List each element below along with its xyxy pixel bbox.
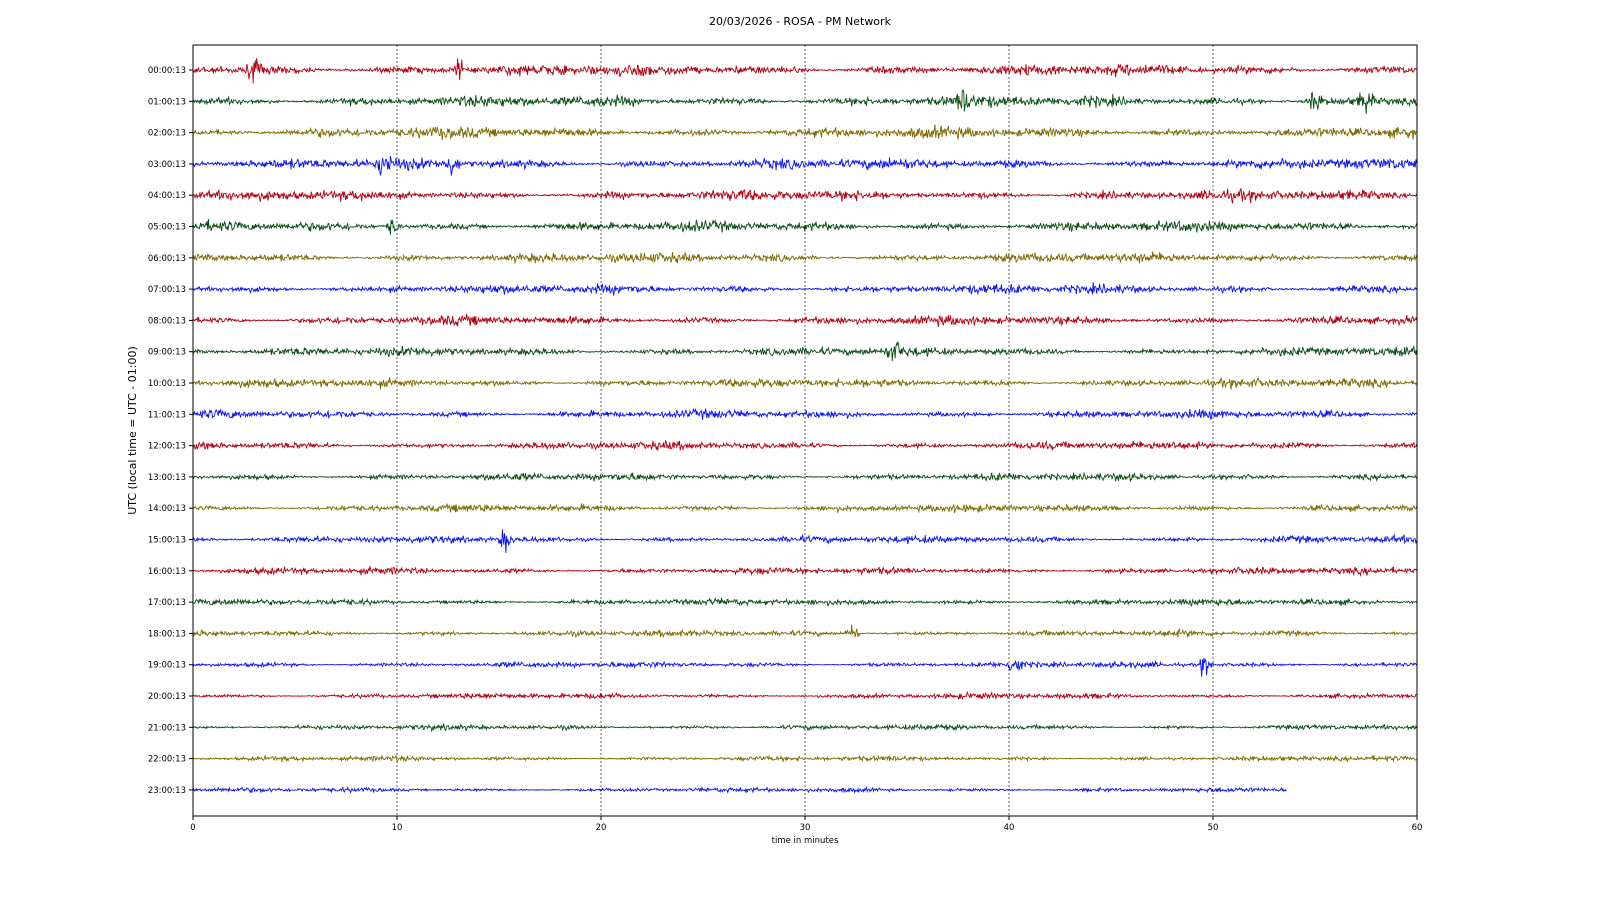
trace-row-6 xyxy=(192,251,1418,265)
trace-row-5 xyxy=(192,218,1418,235)
row-time-label: 04:00:13 xyxy=(148,191,186,201)
row-time-label: 18:00:13 xyxy=(148,629,186,639)
trace-row-7 xyxy=(192,282,1417,296)
x-axis-label: time in minutes xyxy=(772,836,839,846)
seismic-traces xyxy=(192,58,1418,794)
row-time-label: 23:00:13 xyxy=(148,786,186,796)
x-ticks: 0 10 20 30 40 50 60 xyxy=(190,816,1422,833)
x-tick-label: 10 xyxy=(392,823,403,833)
trace-row-4 xyxy=(192,187,1418,204)
trace-row-17 xyxy=(192,597,1417,608)
x-tick-label: 30 xyxy=(800,823,811,833)
chart-title: 20/03/2026 - ROSA - PM Network xyxy=(709,15,892,28)
x-tick-label: 60 xyxy=(1412,823,1423,833)
row-time-label: 14:00:13 xyxy=(148,504,186,514)
row-time-label: 12:00:13 xyxy=(148,442,186,452)
trace-row-22 xyxy=(192,754,1417,763)
trace-row-2 xyxy=(192,124,1417,141)
trace-row-10 xyxy=(192,377,1417,390)
y-tick-labels: 00:00:13 01:00:13 02:00:13 03:00:13 04:00:13… xyxy=(148,66,193,796)
trace-row-12 xyxy=(192,439,1418,452)
x-tick-label: 20 xyxy=(596,823,607,833)
trace-row-11 xyxy=(192,407,1417,420)
row-time-label: 00:00:13 xyxy=(148,66,186,76)
row-time-label: 11:00:13 xyxy=(148,410,186,420)
trace-row-1 xyxy=(192,89,1418,114)
trace-row-9 xyxy=(192,340,1418,362)
row-time-label: 21:00:13 xyxy=(148,723,186,733)
x-tick-label: 40 xyxy=(1004,823,1015,833)
row-time-label: 13:00:13 xyxy=(148,473,186,483)
row-time-label: 07:00:13 xyxy=(148,285,186,295)
row-time-label: 01:00:13 xyxy=(148,97,186,107)
grid-lines xyxy=(396,45,1214,816)
x-tick-label: 0 xyxy=(190,823,195,833)
x-tick-label: 50 xyxy=(1208,823,1219,833)
row-time-label: 10:00:13 xyxy=(148,379,186,389)
trace-row-0 xyxy=(192,58,1417,84)
row-time-label: 22:00:13 xyxy=(148,755,186,765)
y-axis-label: UTC (local time = UTC - 01:00) xyxy=(126,346,139,515)
trace-row-18 xyxy=(192,624,1417,639)
row-time-label: 05:00:13 xyxy=(148,223,186,233)
trace-row-20 xyxy=(192,690,1417,701)
trace-row-23 xyxy=(192,785,1287,794)
row-time-label: 02:00:13 xyxy=(148,129,186,139)
plot-frame xyxy=(192,44,1418,817)
trace-row-8 xyxy=(192,313,1418,327)
trace-row-15 xyxy=(192,529,1418,553)
row-time-label: 03:00:13 xyxy=(148,160,186,170)
trace-row-3 xyxy=(192,156,1418,176)
trace-row-14 xyxy=(192,503,1418,514)
row-time-label: 08:00:13 xyxy=(148,316,186,326)
row-time-label: 20:00:13 xyxy=(148,692,186,702)
trace-row-19 xyxy=(192,658,1417,677)
row-time-label: 17:00:13 xyxy=(148,598,186,608)
row-time-label: 09:00:13 xyxy=(148,348,186,358)
row-time-label: 16:00:13 xyxy=(148,567,186,577)
row-time-label: 15:00:13 xyxy=(148,536,186,546)
trace-row-21 xyxy=(192,723,1418,733)
row-time-label: 06:00:13 xyxy=(148,254,186,264)
trace-row-13 xyxy=(192,471,1417,483)
trace-row-16 xyxy=(192,566,1417,577)
row-time-label: 19:00:13 xyxy=(148,661,186,671)
